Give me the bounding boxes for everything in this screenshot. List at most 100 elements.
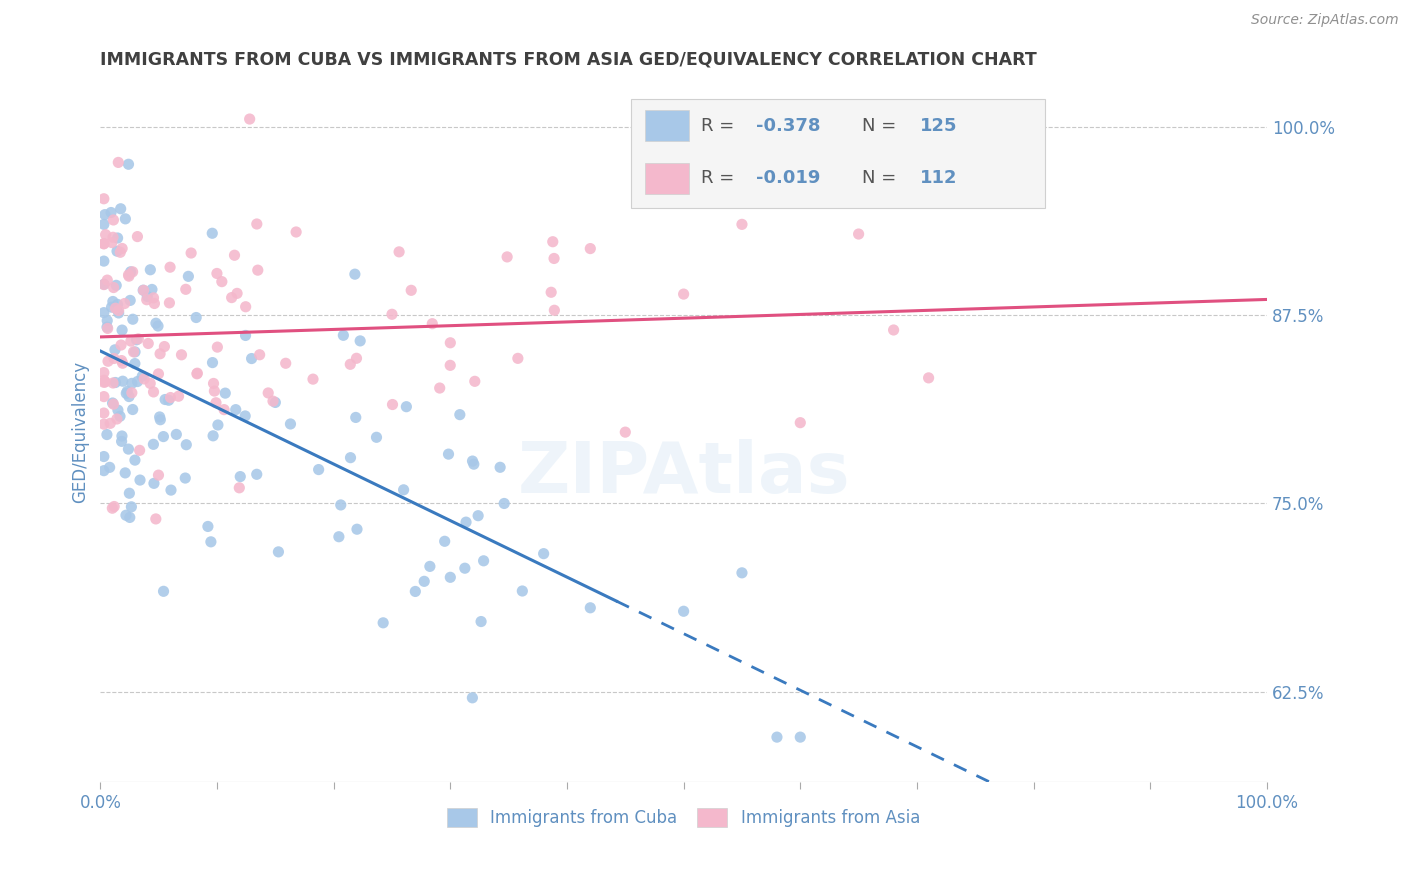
Point: [100, 205, 122, 219]
Point: [93, 277, 115, 292]
Point: [110, 245, 132, 260]
Point: [388, 244, 411, 259]
Point: [105, 244, 128, 259]
Point: [117, 157, 139, 171]
Bar: [645, 162, 689, 194]
Point: [176, 438, 198, 452]
Point: [124, 344, 146, 359]
Point: [235, 300, 257, 314]
Point: [472, 554, 495, 568]
Point: [579, 242, 602, 256]
Point: [433, 534, 456, 549]
Point: [97, 321, 120, 335]
Point: [205, 396, 228, 410]
Point: [228, 481, 250, 495]
Point: [165, 427, 187, 442]
Point: [148, 468, 170, 483]
Point: [404, 584, 426, 599]
Point: [267, 545, 290, 559]
Bar: [645, 110, 689, 141]
Point: [159, 391, 181, 405]
Point: [96, 427, 118, 442]
Text: N =: N =: [862, 169, 903, 187]
Point: [127, 375, 149, 389]
Point: [205, 267, 228, 281]
Text: IMMIGRANTS FROM CUBA VS IMMIGRANTS FROM ASIA GED/EQUIVALENCY CORRELATION CHART: IMMIGRANTS FROM CUBA VS IMMIGRANTS FROM …: [100, 51, 1038, 69]
Point: [111, 242, 134, 256]
Point: [100, 300, 122, 314]
Point: [121, 402, 143, 417]
Point: [262, 394, 284, 409]
Point: [93, 305, 115, 319]
Point: [240, 351, 263, 366]
Point: [104, 376, 127, 390]
Point: [464, 374, 486, 388]
Point: [224, 248, 246, 262]
Point: [131, 369, 153, 384]
Point: [202, 384, 225, 398]
Point: [395, 400, 418, 414]
Point: [121, 265, 143, 279]
Point: [157, 296, 180, 310]
Point: [142, 476, 165, 491]
Legend: Immigrants from Cuba, Immigrants from Asia: Immigrants from Cuba, Immigrants from As…: [440, 801, 927, 834]
Point: [494, 496, 516, 510]
Point: [212, 402, 235, 417]
Point: [454, 515, 477, 529]
Point: [148, 367, 170, 381]
Point: [120, 293, 142, 308]
Point: [789, 416, 811, 430]
Point: [180, 246, 202, 260]
Point: [672, 604, 695, 618]
Point: [186, 366, 208, 380]
Point: [129, 473, 152, 487]
Point: [346, 522, 368, 536]
Point: [101, 235, 124, 250]
Point: [470, 615, 492, 629]
Point: [332, 328, 354, 343]
Point: [93, 376, 115, 390]
Point: [202, 429, 225, 443]
Point: [174, 471, 197, 485]
Point: [107, 155, 129, 169]
Point: [461, 454, 484, 468]
Point: [264, 395, 287, 409]
Point: [97, 354, 120, 368]
Point: [329, 498, 352, 512]
Point: [437, 447, 460, 461]
Point: [93, 277, 115, 292]
Point: [101, 294, 124, 309]
Point: [93, 218, 115, 232]
Text: ZIPAtlas: ZIPAtlas: [517, 440, 851, 508]
Point: [201, 227, 224, 241]
Point: [132, 283, 155, 297]
Point: [207, 340, 229, 354]
Point: [235, 328, 257, 343]
Point: [200, 534, 222, 549]
Point: [506, 351, 529, 366]
Point: [125, 333, 148, 347]
Text: -0.019: -0.019: [756, 169, 820, 187]
Point: [157, 393, 180, 408]
Point: [142, 384, 165, 399]
Point: [93, 417, 115, 432]
Point: [120, 265, 142, 279]
Y-axis label: GED/Equivalency: GED/Equivalency: [72, 360, 89, 503]
Point: [249, 348, 271, 362]
Point: [114, 296, 136, 310]
Point: [221, 291, 243, 305]
Point: [110, 338, 132, 352]
Point: [579, 600, 602, 615]
Point: [118, 390, 141, 404]
Point: [117, 384, 139, 399]
Point: [146, 318, 169, 333]
Point: [111, 356, 134, 370]
Point: [211, 275, 233, 289]
Point: [489, 460, 512, 475]
Point: [373, 615, 395, 630]
Point: [731, 566, 754, 580]
Point: [201, 355, 224, 369]
Point: [111, 429, 134, 443]
Point: [104, 343, 127, 357]
Point: [101, 396, 124, 410]
